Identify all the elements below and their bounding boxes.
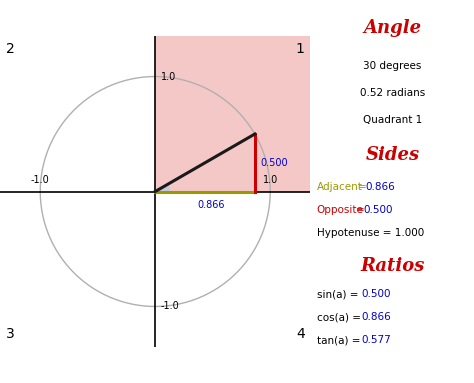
- Text: 1: 1: [296, 42, 305, 56]
- Text: tan(a) =: tan(a) =: [317, 335, 364, 345]
- Text: 0.866: 0.866: [362, 312, 392, 322]
- Text: 0.500: 0.500: [362, 289, 391, 299]
- Text: 0.500: 0.500: [363, 205, 392, 215]
- Wedge shape: [155, 184, 170, 192]
- Text: cos(a) =: cos(a) =: [317, 312, 364, 322]
- Text: Ratios: Ratios: [360, 257, 425, 275]
- Text: Angle: Angle: [364, 19, 421, 37]
- Text: 3: 3: [6, 327, 15, 341]
- Text: 30 degrees: 30 degrees: [363, 61, 422, 71]
- Text: 4: 4: [296, 327, 305, 341]
- Text: =: =: [358, 182, 370, 192]
- Bar: [155, 36, 310, 192]
- Text: 0.500: 0.500: [261, 158, 288, 168]
- Text: sin(a) =: sin(a) =: [317, 289, 361, 299]
- Text: 1.0: 1.0: [161, 72, 176, 82]
- Text: 0.577: 0.577: [362, 335, 392, 345]
- Text: 0.866: 0.866: [197, 200, 225, 210]
- Text: Sides: Sides: [365, 146, 419, 164]
- Text: Quadrant 1: Quadrant 1: [363, 115, 422, 125]
- Text: Opposite: Opposite: [317, 205, 364, 215]
- Text: =: =: [356, 205, 368, 215]
- Text: 1.0: 1.0: [263, 175, 278, 185]
- Text: -1.0: -1.0: [161, 301, 180, 311]
- Text: Adjacent: Adjacent: [317, 182, 363, 192]
- Text: 2: 2: [6, 42, 15, 56]
- Text: 0.52 radians: 0.52 radians: [360, 88, 425, 98]
- Text: 0.866: 0.866: [365, 182, 395, 192]
- Text: Hypotenuse = 1.000: Hypotenuse = 1.000: [317, 228, 424, 238]
- Text: -1.0: -1.0: [31, 175, 50, 185]
